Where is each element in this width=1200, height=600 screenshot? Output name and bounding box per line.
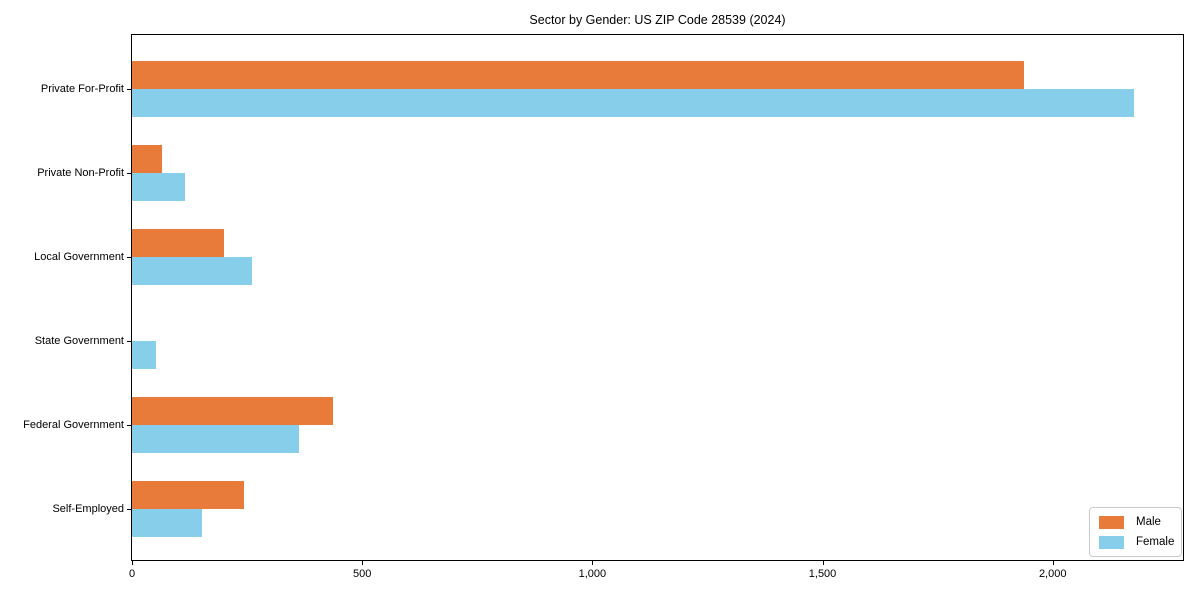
bar-male-federal-government [132, 397, 334, 425]
y-axis-category-label: Local Government [34, 251, 124, 263]
x-axis-tick-label: 0 [128, 568, 136, 580]
bar-male-private-for-profit [132, 61, 1025, 89]
x-axis-tick-label: 500 [352, 568, 372, 580]
x-axis-tick-label: 2,000 [1038, 568, 1067, 580]
legend-entry-female: Female [1099, 534, 1175, 550]
bar-male-local-government [132, 229, 224, 257]
legend: Male Female [1089, 507, 1182, 557]
x-axis-tick [362, 561, 364, 565]
bar-female-local-government [132, 257, 252, 285]
bar-male-private-non-profit [132, 145, 163, 173]
chart-title: Sector by Gender: US ZIP Code 28539 (202… [529, 13, 786, 27]
x-axis-tick [592, 561, 594, 565]
y-axis-category-label: State Government [34, 335, 124, 347]
legend-label-male: Male [1136, 516, 1161, 528]
bar-female-self-employed [132, 509, 202, 537]
y-axis-tick [127, 509, 131, 510]
x-axis-tick-label: 1,500 [808, 568, 837, 580]
bar-female-private-for-profit [132, 89, 1135, 117]
bar-female-federal-government [132, 425, 300, 453]
y-axis-tick [127, 341, 131, 342]
legend-swatch-female [1099, 535, 1124, 549]
legend-entry-male: Male [1099, 514, 1172, 530]
y-axis-tick [127, 173, 131, 174]
y-axis-tick [127, 89, 131, 90]
x-axis-tick [132, 561, 133, 565]
bar-male-self-employed [132, 481, 244, 509]
bar-female-state-government [132, 341, 157, 369]
legend-swatch-male [1099, 515, 1124, 529]
y-axis-category-label: Self-Employed [52, 503, 124, 515]
bar-female-private-non-profit [132, 173, 185, 201]
x-axis-tick [1052, 561, 1054, 565]
y-axis-tick [127, 425, 131, 426]
y-axis-tick [127, 257, 131, 258]
y-axis-category-label: Federal Government [23, 419, 124, 431]
legend-label-female: Female [1136, 536, 1175, 548]
y-axis-category-label: Private For-Profit [40, 83, 124, 95]
plot-area [131, 34, 1184, 561]
x-axis-tick [822, 561, 824, 565]
x-axis-tick-label: 1,000 [578, 568, 607, 580]
y-axis-category-label: Private Non-Profit [37, 167, 124, 179]
